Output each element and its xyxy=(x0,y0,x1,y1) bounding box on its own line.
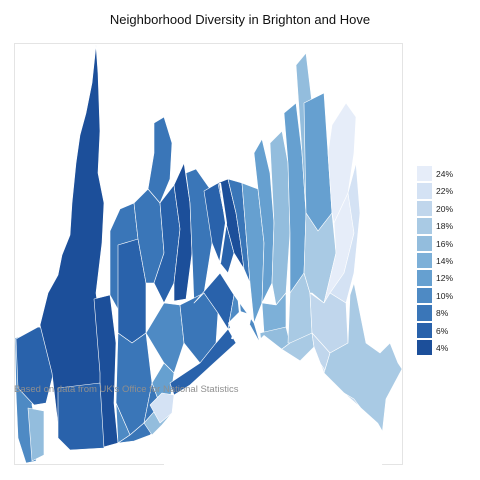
legend-item: 10% xyxy=(416,286,466,305)
legend-item: 22% xyxy=(416,182,466,200)
legend-label: 14% xyxy=(436,255,454,266)
legend-item: 16% xyxy=(416,234,466,252)
legend-item: 8% xyxy=(416,304,466,322)
legend-item: 6% xyxy=(416,321,466,339)
ward-region xyxy=(303,92,333,232)
ward-region xyxy=(145,302,185,374)
legend-label: 24% xyxy=(436,169,454,179)
choropleth-map xyxy=(14,44,403,465)
ward-region xyxy=(147,116,173,204)
ward-region xyxy=(149,392,175,424)
legend-item: 14% xyxy=(416,251,466,270)
legend-swatch xyxy=(416,199,433,218)
ward-region xyxy=(323,282,403,436)
legend-item: 12% xyxy=(416,269,466,287)
legend-swatch xyxy=(416,217,433,235)
sea xyxy=(164,335,386,465)
legend-swatch xyxy=(416,269,433,287)
legend-label: 18% xyxy=(436,221,454,232)
ward-region xyxy=(169,328,237,396)
ward-region xyxy=(57,382,105,451)
legend: 24% 22% 20% 18% 16% 14% 12% 10% 8% 6% 4% xyxy=(416,165,466,357)
legend-item: 20% xyxy=(416,199,466,218)
legend-item: 18% xyxy=(416,217,466,235)
legend-label: 20% xyxy=(436,203,454,214)
legend-swatch xyxy=(416,251,433,270)
legend-item: 4% xyxy=(416,338,466,357)
legend-label: 8% xyxy=(436,308,449,319)
urban-gap xyxy=(219,182,228,264)
legend-label: 4% xyxy=(436,342,449,353)
ward-region xyxy=(261,292,287,334)
legend-label: 12% xyxy=(436,273,454,284)
legend-swatch xyxy=(416,304,433,322)
legend-swatch xyxy=(416,234,433,252)
legend-label: 6% xyxy=(436,325,449,336)
legend-swatch xyxy=(416,286,433,305)
map-title: Neighborhood Diversity in Brighton and H… xyxy=(109,12,371,27)
legend-item: 24% xyxy=(416,165,466,183)
legend-label: 16% xyxy=(436,238,454,249)
harbour-notch xyxy=(228,311,252,337)
legend-swatch xyxy=(416,182,433,200)
legend-swatch xyxy=(416,165,433,183)
legend-label: 10% xyxy=(436,290,454,301)
source-note: Based on data from UK's Office for Natio… xyxy=(14,384,239,395)
ward-region xyxy=(173,162,193,302)
ward-region xyxy=(27,407,45,462)
legend-swatch xyxy=(416,321,433,339)
legend-swatch xyxy=(416,338,433,357)
legend-label: 22% xyxy=(436,186,454,197)
